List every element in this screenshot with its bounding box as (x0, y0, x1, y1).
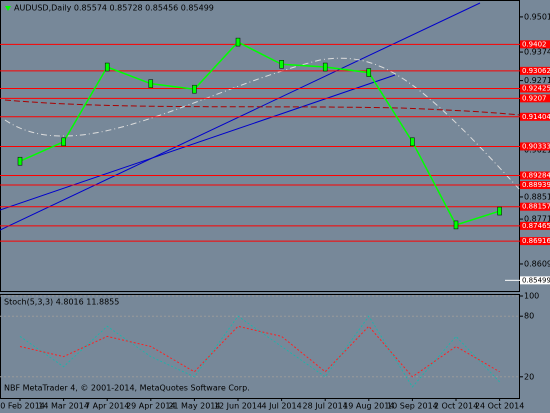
y-tick-label: 0.8851 (524, 192, 550, 201)
candle (61, 137, 66, 147)
x-tick-label: 29 Apr 2014 (126, 402, 175, 411)
symbol-icon (5, 6, 11, 11)
stoch-frame (0, 294, 520, 399)
series-line (19, 325, 500, 378)
y-tick-label: 0.8609 (524, 259, 550, 268)
level-tag (520, 202, 550, 211)
x-tick-label: 2 Oct 2014 (434, 402, 478, 411)
level-label: 0.91404 (522, 113, 550, 121)
x-tick-label: 12 Jun 2014 (214, 402, 262, 411)
level-label: 0.88939 (522, 181, 550, 189)
level-tag (520, 112, 550, 121)
symbol-info: AUDUSD,Daily 0.85574 0.85728 0.85456 0.8… (14, 4, 214, 13)
level-label: 0.88157 (522, 203, 550, 211)
y-tick-label: 0.9271 (524, 76, 550, 85)
candle (192, 84, 197, 94)
level-tag (520, 181, 550, 190)
y-tick-label: 80 (524, 312, 534, 321)
candle (366, 68, 372, 77)
x-tick-label: 19 Aug 2014 (343, 402, 394, 411)
level-label: 0.86916 (522, 237, 550, 245)
indicator-title: Stoch(5,3,3) 4.8016 11.8855 (4, 298, 119, 307)
candle (17, 156, 23, 166)
y-tick-label: 100 (524, 292, 539, 301)
level-label: 0.92425 (522, 84, 550, 92)
level-label: 0.93062 (522, 67, 550, 75)
x-tick-label: 21 May 2014 (168, 402, 220, 411)
level-tag (520, 40, 550, 49)
level-label: 0.87465 (522, 222, 550, 230)
level-tag (520, 66, 550, 75)
candle (104, 62, 110, 72)
candle (410, 137, 415, 147)
level-tag (520, 84, 550, 93)
x-tick-label: 24 Oct 2014 (475, 402, 524, 411)
candle (148, 79, 154, 88)
x-tick-label: 4 Jul 2014 (262, 402, 302, 411)
candle (279, 60, 284, 69)
x-tick-label: 28 Jul 2014 (303, 402, 348, 411)
candle (453, 220, 459, 230)
series-line (19, 41, 500, 226)
level-label: 0.89284 (522, 171, 550, 179)
x-tick-label: 10 Sep 2014 (387, 402, 438, 411)
level-label: 0.9402 (522, 40, 547, 48)
x-tick-label: 7 Apr 2014 (85, 402, 129, 411)
last-price-label: 0.85499 (522, 276, 550, 284)
y-tick-label: 0.9374 (524, 48, 550, 57)
candle (235, 37, 241, 47)
y-tick-label: 0.9501 (524, 12, 550, 21)
y-tick-label: 20 (524, 372, 534, 381)
level-label: 0.90333 (522, 142, 550, 150)
moving-average (4, 57, 521, 191)
moving-average (4, 99, 521, 116)
candle (497, 206, 502, 216)
level-tag (520, 94, 550, 103)
trend-line (0, 74, 396, 211)
x-tick-label: 20 Feb 2014 (0, 402, 45, 411)
level-label: 0.9207 (522, 94, 547, 102)
last-price-tag (520, 276, 550, 285)
footer: NBF MetaTrader 4, © 2001-2014, MetaQuote… (4, 384, 250, 393)
x-tick-label: 14 Mar 2014 (38, 402, 89, 411)
y-tick-label: 0.8771 (524, 215, 550, 224)
level-tag (520, 237, 550, 246)
level-tag (520, 142, 550, 151)
candle (322, 62, 328, 72)
level-tag (520, 221, 550, 230)
level-tag (520, 171, 550, 180)
